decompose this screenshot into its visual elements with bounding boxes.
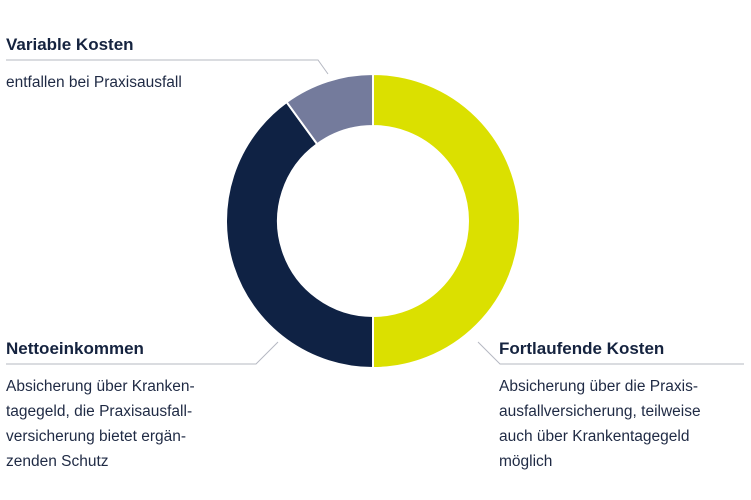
leader-nettoeinkommen bbox=[6, 341, 279, 365]
leader-fortlaufende-kosten bbox=[477, 341, 744, 365]
fortlaufende-kosten-description: Absicherung über die Praxis- ausfallvers… bbox=[499, 378, 701, 470]
legend-variable-kosten: Variable Kosten entfallen bei Praxisausf… bbox=[6, 34, 326, 95]
slice-fortlaufende-kosten bbox=[372, 72, 521, 370]
leader-variable-kosten bbox=[6, 59, 329, 75]
variable-kosten-description: entfallen bei Praxisausfall bbox=[6, 74, 182, 91]
fortlaufende-kosten-title: Fortlaufende Kosten bbox=[499, 339, 665, 358]
slice-nettoeinkommen bbox=[225, 100, 374, 370]
legend-fortlaufende-kosten: Fortlaufende Kosten Absicherung über die… bbox=[499, 338, 744, 474]
slice-variable-kosten bbox=[285, 72, 374, 146]
nettoeinkommen-description: Absicherung über Kranken- tagegeld, die … bbox=[6, 378, 195, 470]
legend-nettoeinkommen: Nettoeinkommen Absicherung über Kranken-… bbox=[6, 338, 246, 474]
donut-slices bbox=[225, 72, 521, 370]
leader-lines bbox=[6, 59, 744, 365]
variable-kosten-title: Variable Kosten bbox=[6, 35, 134, 54]
nettoeinkommen-title: Nettoeinkommen bbox=[6, 339, 144, 358]
